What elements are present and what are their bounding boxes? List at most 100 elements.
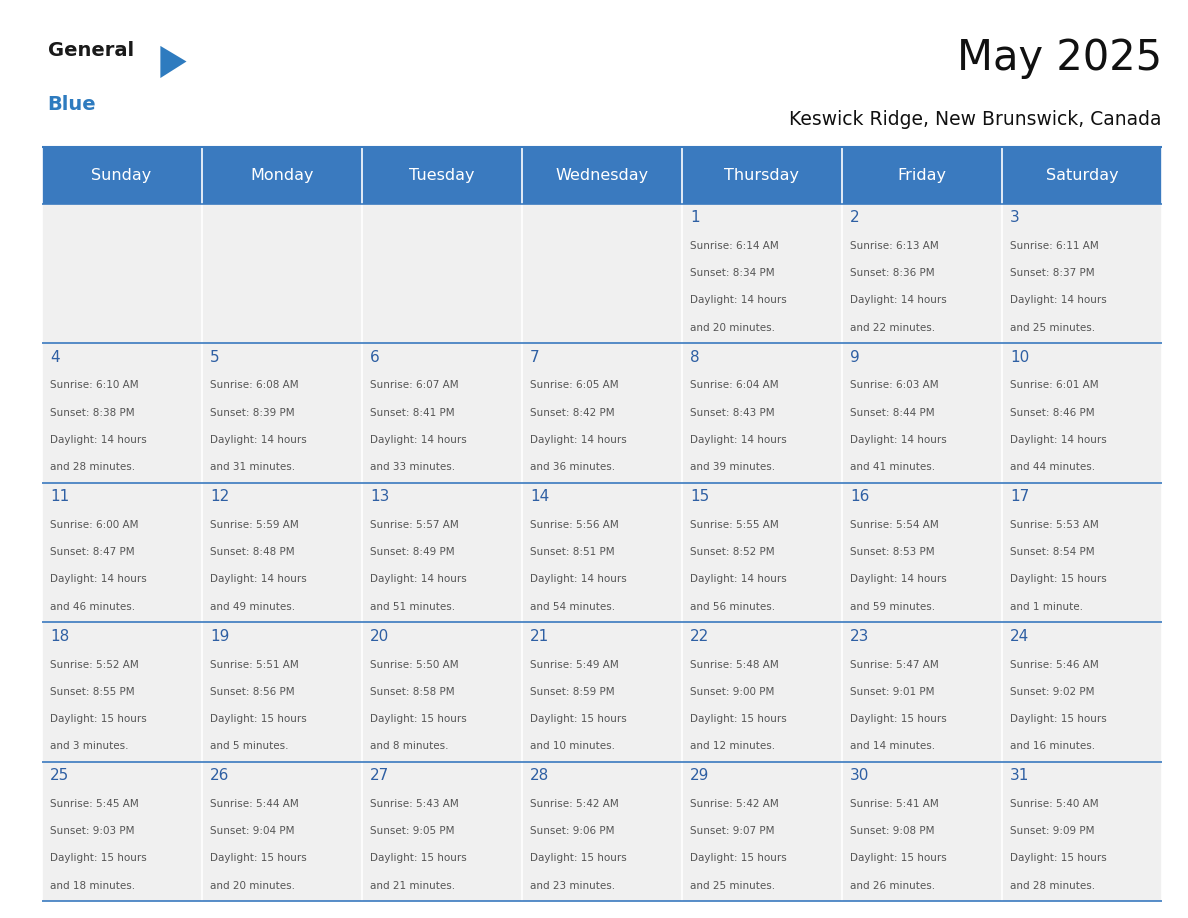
- Text: Sunset: 8:38 PM: Sunset: 8:38 PM: [50, 408, 134, 418]
- Bar: [361, 483, 522, 622]
- Text: 9: 9: [851, 350, 860, 364]
- Text: Sunrise: 6:10 AM: Sunrise: 6:10 AM: [50, 380, 139, 390]
- Text: and 22 minutes.: and 22 minutes.: [851, 322, 935, 332]
- Text: Sunrise: 5:45 AM: Sunrise: 5:45 AM: [50, 799, 139, 809]
- Text: Sunset: 8:42 PM: Sunset: 8:42 PM: [530, 408, 614, 418]
- Text: Sunset: 8:58 PM: Sunset: 8:58 PM: [369, 687, 455, 697]
- Text: Daylight: 15 hours: Daylight: 15 hours: [50, 714, 146, 724]
- Text: Sunrise: 5:54 AM: Sunrise: 5:54 AM: [851, 520, 939, 530]
- Text: and 28 minutes.: and 28 minutes.: [1010, 880, 1095, 890]
- Bar: [361, 204, 522, 343]
- Bar: [522, 343, 682, 483]
- Text: May 2025: May 2025: [956, 37, 1162, 79]
- Text: Sunset: 8:37 PM: Sunset: 8:37 PM: [1010, 268, 1095, 278]
- Text: and 49 minutes.: and 49 minutes.: [210, 601, 295, 611]
- Text: and 1 minute.: and 1 minute.: [1010, 601, 1083, 611]
- Text: 30: 30: [851, 768, 870, 783]
- Text: General: General: [48, 41, 133, 61]
- Text: Sunset: 9:09 PM: Sunset: 9:09 PM: [1010, 826, 1094, 836]
- Bar: [842, 343, 1001, 483]
- Text: Sunset: 8:47 PM: Sunset: 8:47 PM: [50, 547, 134, 557]
- Bar: [1001, 622, 1162, 762]
- Bar: [361, 762, 522, 901]
- Text: Sunset: 8:43 PM: Sunset: 8:43 PM: [690, 408, 775, 418]
- Text: Sunset: 9:04 PM: Sunset: 9:04 PM: [210, 826, 295, 836]
- Text: Sunrise: 5:42 AM: Sunrise: 5:42 AM: [530, 799, 619, 809]
- Text: and 10 minutes.: and 10 minutes.: [530, 741, 615, 751]
- Text: Monday: Monday: [249, 168, 314, 183]
- Text: 16: 16: [851, 489, 870, 504]
- Text: Sunset: 9:00 PM: Sunset: 9:00 PM: [690, 687, 775, 697]
- Text: Sunrise: 6:01 AM: Sunrise: 6:01 AM: [1010, 380, 1099, 390]
- Text: Sunset: 8:41 PM: Sunset: 8:41 PM: [369, 408, 455, 418]
- Text: and 12 minutes.: and 12 minutes.: [690, 741, 776, 751]
- Text: Daylight: 15 hours: Daylight: 15 hours: [1010, 575, 1107, 585]
- Text: and 28 minutes.: and 28 minutes.: [50, 462, 135, 472]
- Text: Sunrise: 5:41 AM: Sunrise: 5:41 AM: [851, 799, 939, 809]
- Text: and 54 minutes.: and 54 minutes.: [530, 601, 615, 611]
- Text: Sunrise: 5:57 AM: Sunrise: 5:57 AM: [369, 520, 459, 530]
- Text: and 39 minutes.: and 39 minutes.: [690, 462, 776, 472]
- Text: 8: 8: [690, 350, 700, 364]
- Text: 12: 12: [210, 489, 229, 504]
- Text: 28: 28: [530, 768, 549, 783]
- Text: Sunset: 8:52 PM: Sunset: 8:52 PM: [690, 547, 775, 557]
- Text: and 56 minutes.: and 56 minutes.: [690, 601, 776, 611]
- Text: and 20 minutes.: and 20 minutes.: [210, 880, 295, 890]
- Text: 6: 6: [369, 350, 380, 364]
- Bar: [522, 622, 682, 762]
- Text: Daylight: 15 hours: Daylight: 15 hours: [690, 854, 786, 864]
- Bar: [202, 762, 361, 901]
- Text: Daylight: 15 hours: Daylight: 15 hours: [210, 714, 307, 724]
- Bar: [202, 483, 361, 622]
- Text: Sunset: 9:01 PM: Sunset: 9:01 PM: [851, 687, 935, 697]
- Text: 2: 2: [851, 210, 860, 225]
- Text: Sunset: 9:07 PM: Sunset: 9:07 PM: [690, 826, 775, 836]
- Text: Sunset: 8:53 PM: Sunset: 8:53 PM: [851, 547, 935, 557]
- Text: 14: 14: [530, 489, 549, 504]
- Text: Daylight: 14 hours: Daylight: 14 hours: [210, 575, 307, 585]
- Text: 29: 29: [690, 768, 709, 783]
- Text: Sunset: 9:02 PM: Sunset: 9:02 PM: [1010, 687, 1094, 697]
- Text: and 59 minutes.: and 59 minutes.: [851, 601, 935, 611]
- Text: Daylight: 14 hours: Daylight: 14 hours: [210, 435, 307, 445]
- Text: and 8 minutes.: and 8 minutes.: [369, 741, 449, 751]
- Text: Sunday: Sunday: [91, 168, 152, 183]
- Text: Sunrise: 5:43 AM: Sunrise: 5:43 AM: [369, 799, 459, 809]
- Text: Daylight: 14 hours: Daylight: 14 hours: [690, 296, 786, 306]
- Text: Sunrise: 5:55 AM: Sunrise: 5:55 AM: [690, 520, 779, 530]
- Bar: [842, 483, 1001, 622]
- Text: 19: 19: [210, 629, 229, 644]
- Text: Daylight: 14 hours: Daylight: 14 hours: [530, 435, 627, 445]
- Text: Sunrise: 6:11 AM: Sunrise: 6:11 AM: [1010, 241, 1099, 251]
- Bar: [522, 147, 682, 204]
- Bar: [42, 483, 202, 622]
- Text: Daylight: 14 hours: Daylight: 14 hours: [851, 296, 947, 306]
- Bar: [42, 204, 202, 343]
- Text: and 33 minutes.: and 33 minutes.: [369, 462, 455, 472]
- Text: Sunrise: 5:48 AM: Sunrise: 5:48 AM: [690, 659, 779, 669]
- Text: Daylight: 15 hours: Daylight: 15 hours: [369, 854, 467, 864]
- Text: Keswick Ridge, New Brunswick, Canada: Keswick Ridge, New Brunswick, Canada: [789, 110, 1162, 129]
- Text: Sunset: 8:39 PM: Sunset: 8:39 PM: [210, 408, 295, 418]
- Text: 11: 11: [50, 489, 69, 504]
- Text: Daylight: 14 hours: Daylight: 14 hours: [530, 575, 627, 585]
- Text: Sunrise: 6:05 AM: Sunrise: 6:05 AM: [530, 380, 619, 390]
- Text: Sunrise: 5:52 AM: Sunrise: 5:52 AM: [50, 659, 139, 669]
- Text: 15: 15: [690, 489, 709, 504]
- Text: Friday: Friday: [897, 168, 947, 183]
- Text: Sunrise: 5:56 AM: Sunrise: 5:56 AM: [530, 520, 619, 530]
- Text: and 46 minutes.: and 46 minutes.: [50, 601, 135, 611]
- Text: Daylight: 15 hours: Daylight: 15 hours: [1010, 714, 1107, 724]
- Text: and 21 minutes.: and 21 minutes.: [369, 880, 455, 890]
- Bar: [1001, 343, 1162, 483]
- Text: 10: 10: [1010, 350, 1029, 364]
- Bar: [361, 622, 522, 762]
- Bar: [202, 147, 361, 204]
- Text: Daylight: 14 hours: Daylight: 14 hours: [1010, 435, 1107, 445]
- Text: Daylight: 15 hours: Daylight: 15 hours: [690, 714, 786, 724]
- Text: Sunset: 8:34 PM: Sunset: 8:34 PM: [690, 268, 775, 278]
- Text: Sunset: 8:44 PM: Sunset: 8:44 PM: [851, 408, 935, 418]
- Text: Sunrise: 5:40 AM: Sunrise: 5:40 AM: [1010, 799, 1099, 809]
- Text: Daylight: 14 hours: Daylight: 14 hours: [851, 575, 947, 585]
